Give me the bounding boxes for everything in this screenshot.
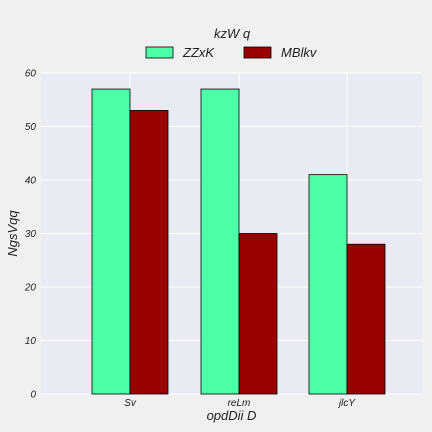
x-tick-label: jlcY [337,398,356,409]
legend-swatch-zzxk [145,46,174,59]
y-tick-label: 0 [30,390,36,401]
x-tick-label: Sv [124,398,137,409]
legend-title: kzW q [214,26,251,41]
bar-mblkv-sv [129,110,169,395]
x-tick-label: reLm [228,398,251,409]
y-tick-label: 60 [25,69,37,80]
x-tick-labels: Sv reLm jlcY [124,398,356,409]
y-tick-label: 30 [25,229,37,240]
x-axis-label: opdDii D [207,408,257,423]
bar-mblkv-jlcy [346,243,386,395]
y-axis-label: NgsVqq [5,210,20,257]
bar-mblkv-relm [238,233,278,395]
y-tick-label: 50 [25,122,37,133]
legend-label-mblkv: MBlkv [281,45,318,60]
bar-zzxk-jlcy [308,174,348,395]
legend: kzW q ZZxK MBlkv [145,26,318,60]
bars [91,88,386,395]
bar-zzxk-sv [91,88,131,395]
y-tick-label: 10 [25,336,37,347]
y-tick-labels: 0 10 20 30 40 50 60 [24,69,37,401]
legend-label-zzxk: ZZxK [182,45,215,60]
bar-zzxk-relm [200,88,240,395]
y-tick-label: 20 [24,283,37,294]
legend-swatch-mblkv [243,46,272,59]
y-tick-label: 40 [25,176,37,187]
